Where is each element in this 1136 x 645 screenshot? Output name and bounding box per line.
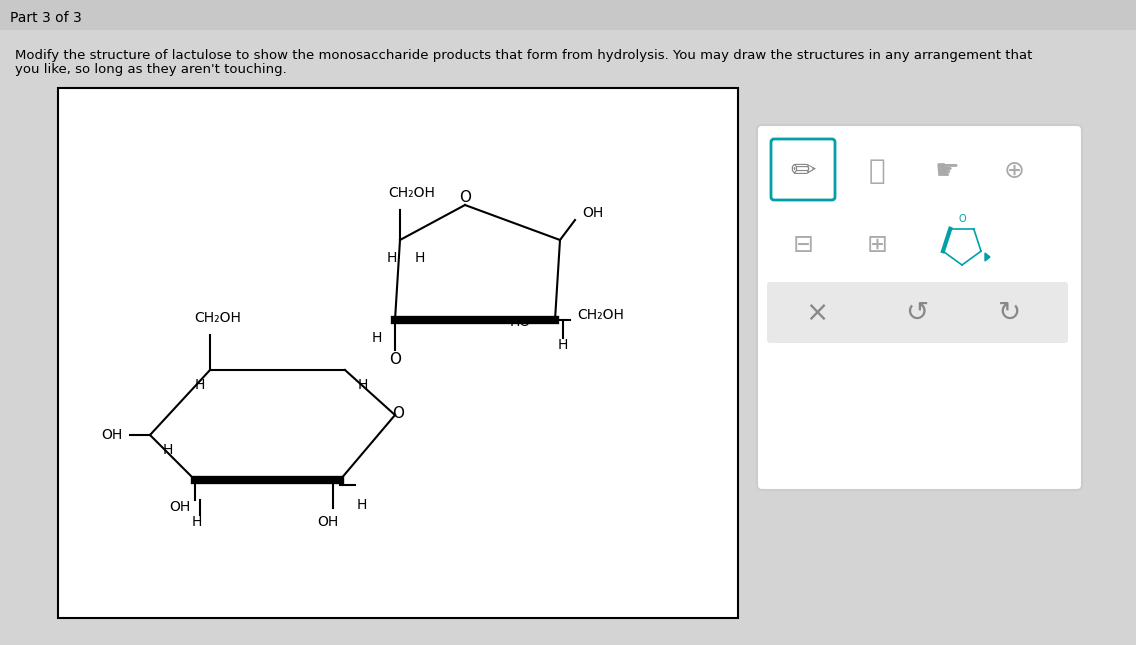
FancyBboxPatch shape xyxy=(0,30,1136,645)
Text: ⬜: ⬜ xyxy=(869,157,885,185)
Text: ⊕: ⊕ xyxy=(1003,159,1025,183)
Text: Part 3 of 3: Part 3 of 3 xyxy=(10,11,82,25)
Text: ☛: ☛ xyxy=(935,157,960,185)
Polygon shape xyxy=(985,253,989,261)
Text: ×: × xyxy=(805,299,828,327)
Text: H: H xyxy=(194,378,206,392)
Text: H: H xyxy=(358,378,368,392)
Text: you like, so long as they aren't touching.: you like, so long as they aren't touchin… xyxy=(15,63,286,77)
Text: H: H xyxy=(387,251,398,265)
Text: Modify the structure of lactulose to show the monosaccharide products that form : Modify the structure of lactulose to sho… xyxy=(15,48,1033,61)
Text: H: H xyxy=(192,515,202,529)
Text: OH: OH xyxy=(169,500,191,514)
Text: H: H xyxy=(371,331,382,345)
Text: ✏: ✏ xyxy=(791,157,816,186)
Text: CH₂OH: CH₂OH xyxy=(577,308,624,322)
Text: OH: OH xyxy=(101,428,122,442)
Text: CH₂OH: CH₂OH xyxy=(389,186,435,200)
Text: H: H xyxy=(357,498,367,512)
Text: H: H xyxy=(558,338,568,352)
FancyBboxPatch shape xyxy=(771,139,835,200)
Text: O: O xyxy=(392,406,404,421)
Text: O: O xyxy=(958,214,966,224)
FancyBboxPatch shape xyxy=(58,88,738,618)
Text: O: O xyxy=(389,353,401,368)
Text: CH₂OH: CH₂OH xyxy=(194,311,242,325)
Text: OH: OH xyxy=(317,515,339,529)
Text: ⊞: ⊞ xyxy=(867,233,887,257)
Text: OH: OH xyxy=(582,206,603,220)
Text: O: O xyxy=(459,190,471,204)
Text: ⊟: ⊟ xyxy=(793,233,813,257)
FancyBboxPatch shape xyxy=(757,125,1081,490)
Text: HO: HO xyxy=(509,315,531,329)
Text: H: H xyxy=(162,443,173,457)
Text: ↺: ↺ xyxy=(905,299,928,327)
FancyBboxPatch shape xyxy=(767,282,1068,343)
Text: ↻: ↻ xyxy=(999,299,1021,327)
FancyBboxPatch shape xyxy=(0,0,1136,30)
Text: H: H xyxy=(415,251,425,265)
